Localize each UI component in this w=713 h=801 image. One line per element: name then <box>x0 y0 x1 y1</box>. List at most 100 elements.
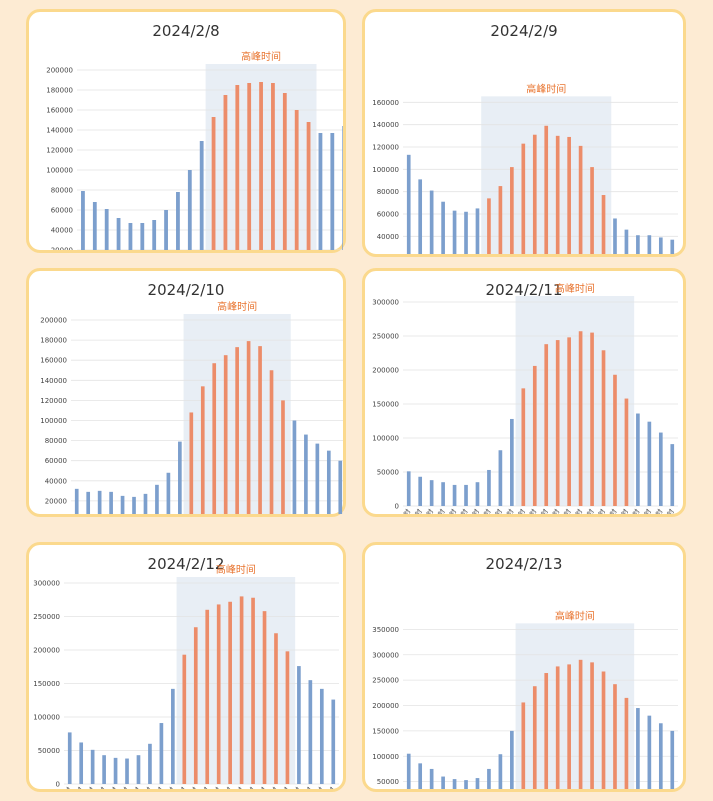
bar <box>223 355 228 514</box>
peak-label: 高峰时间 <box>216 563 256 576</box>
x-tick-label: 6时 <box>129 785 143 789</box>
bar <box>670 444 675 506</box>
bar <box>441 482 445 506</box>
y-tick-label: 60000 <box>45 457 67 465</box>
bar-chart: 高峰时间020000400006000080000100000120000140… <box>40 300 343 514</box>
peak-label: 高峰时间 <box>526 82 566 95</box>
bar <box>406 753 411 789</box>
bar <box>200 386 205 514</box>
bar <box>464 211 468 254</box>
bar <box>521 388 526 506</box>
bar-chart: 高峰时间050000100000150000200000250000300000… <box>372 282 678 514</box>
x-tick-label: 8时 <box>152 785 166 789</box>
x-tick-label: 23时 <box>321 785 337 789</box>
chart-title: 2024/2/9 <box>490 22 558 40</box>
bar <box>452 210 457 254</box>
bar <box>166 472 171 514</box>
y-tick-label: 160000 <box>372 99 399 107</box>
y-tick-label: 40000 <box>45 477 67 485</box>
x-tick-label: 11时 <box>523 507 539 514</box>
bar <box>319 688 324 784</box>
bar-chart: 高峰时间050000100000150000200000250000300000… <box>33 563 339 789</box>
bar <box>475 482 480 506</box>
bar <box>212 363 217 514</box>
x-tick-label: 11时 <box>184 785 200 789</box>
bar <box>578 659 583 789</box>
x-tick-label: 18时 <box>603 507 619 514</box>
bar <box>544 344 549 506</box>
y-tick-label: 50000 <box>377 778 399 786</box>
bar <box>647 235 652 254</box>
x-tick-label: 4时 <box>445 507 459 514</box>
x-tick-label: 13时 <box>206 785 222 789</box>
x-tick-label: 0时 <box>60 785 74 789</box>
bar <box>304 434 308 514</box>
y-tick-label: 100000 <box>372 166 399 174</box>
bar <box>318 133 323 250</box>
bar <box>282 93 287 250</box>
x-tick-label: 14时 <box>557 507 573 514</box>
bar <box>429 768 434 789</box>
bar <box>510 730 514 789</box>
bar <box>487 198 491 254</box>
bar <box>109 491 113 514</box>
y-tick-label: 120000 <box>40 397 67 405</box>
bar <box>67 732 72 784</box>
x-tick-label: 1时 <box>410 507 424 514</box>
bar <box>521 702 526 789</box>
bar <box>281 400 285 514</box>
bar <box>247 83 252 250</box>
bar <box>259 82 263 250</box>
bar <box>487 768 491 789</box>
x-tick-label: 0时 <box>399 507 413 514</box>
x-tick-label: 22时 <box>649 507 665 514</box>
chart-title: 2024/2/10 <box>147 281 225 299</box>
bar <box>271 83 275 250</box>
bar <box>326 450 331 514</box>
bar <box>418 179 423 254</box>
bar <box>452 779 457 789</box>
bar <box>228 601 232 784</box>
bar <box>102 755 106 784</box>
x-tick-label: 13时 <box>545 507 561 514</box>
y-tick-label: 350000 <box>372 626 399 634</box>
chart-card-4: 2024/2/11 高峰时间 0 50000 100000 150000 200000 25… <box>362 268 686 517</box>
bar <box>418 763 423 789</box>
bar <box>81 191 85 250</box>
bar <box>567 664 571 789</box>
bar <box>155 484 159 514</box>
x-tick-label: 9时 <box>163 785 177 789</box>
x-tick-label: 3时 <box>433 507 447 514</box>
bar <box>590 332 594 506</box>
bar-chart: 高峰时间020000400006000080000100000120000140… <box>372 82 678 254</box>
bar <box>235 347 239 514</box>
bar <box>223 95 228 250</box>
bar <box>578 331 583 506</box>
y-tick-label: 0 <box>395 503 399 511</box>
bar <box>601 195 606 254</box>
y-tick-label: 150000 <box>33 680 60 688</box>
bar <box>670 239 675 254</box>
bar <box>136 755 141 784</box>
bar <box>292 420 297 514</box>
bar <box>159 723 164 784</box>
y-tick-label: 300000 <box>33 580 60 588</box>
bar <box>624 398 629 506</box>
bar <box>211 117 216 250</box>
bar <box>342 126 343 250</box>
bar <box>164 210 168 250</box>
chart-card-5: 2024/2/12 高峰时间 0 50000 100000 150000 200000 25… <box>26 542 346 792</box>
bar <box>532 686 537 789</box>
bar <box>636 413 640 506</box>
bar <box>297 666 301 784</box>
x-tick-label: 17时 <box>591 507 607 514</box>
bar <box>555 666 560 789</box>
bar <box>658 237 663 254</box>
y-tick-label: 160000 <box>46 107 73 115</box>
x-tick-label: 10时 <box>511 507 527 514</box>
bar <box>464 484 468 506</box>
bar <box>475 778 480 789</box>
bar-chart: 高峰时间050000100000150000200000250000300000… <box>372 609 678 789</box>
bar <box>113 757 118 784</box>
bar <box>239 596 244 784</box>
